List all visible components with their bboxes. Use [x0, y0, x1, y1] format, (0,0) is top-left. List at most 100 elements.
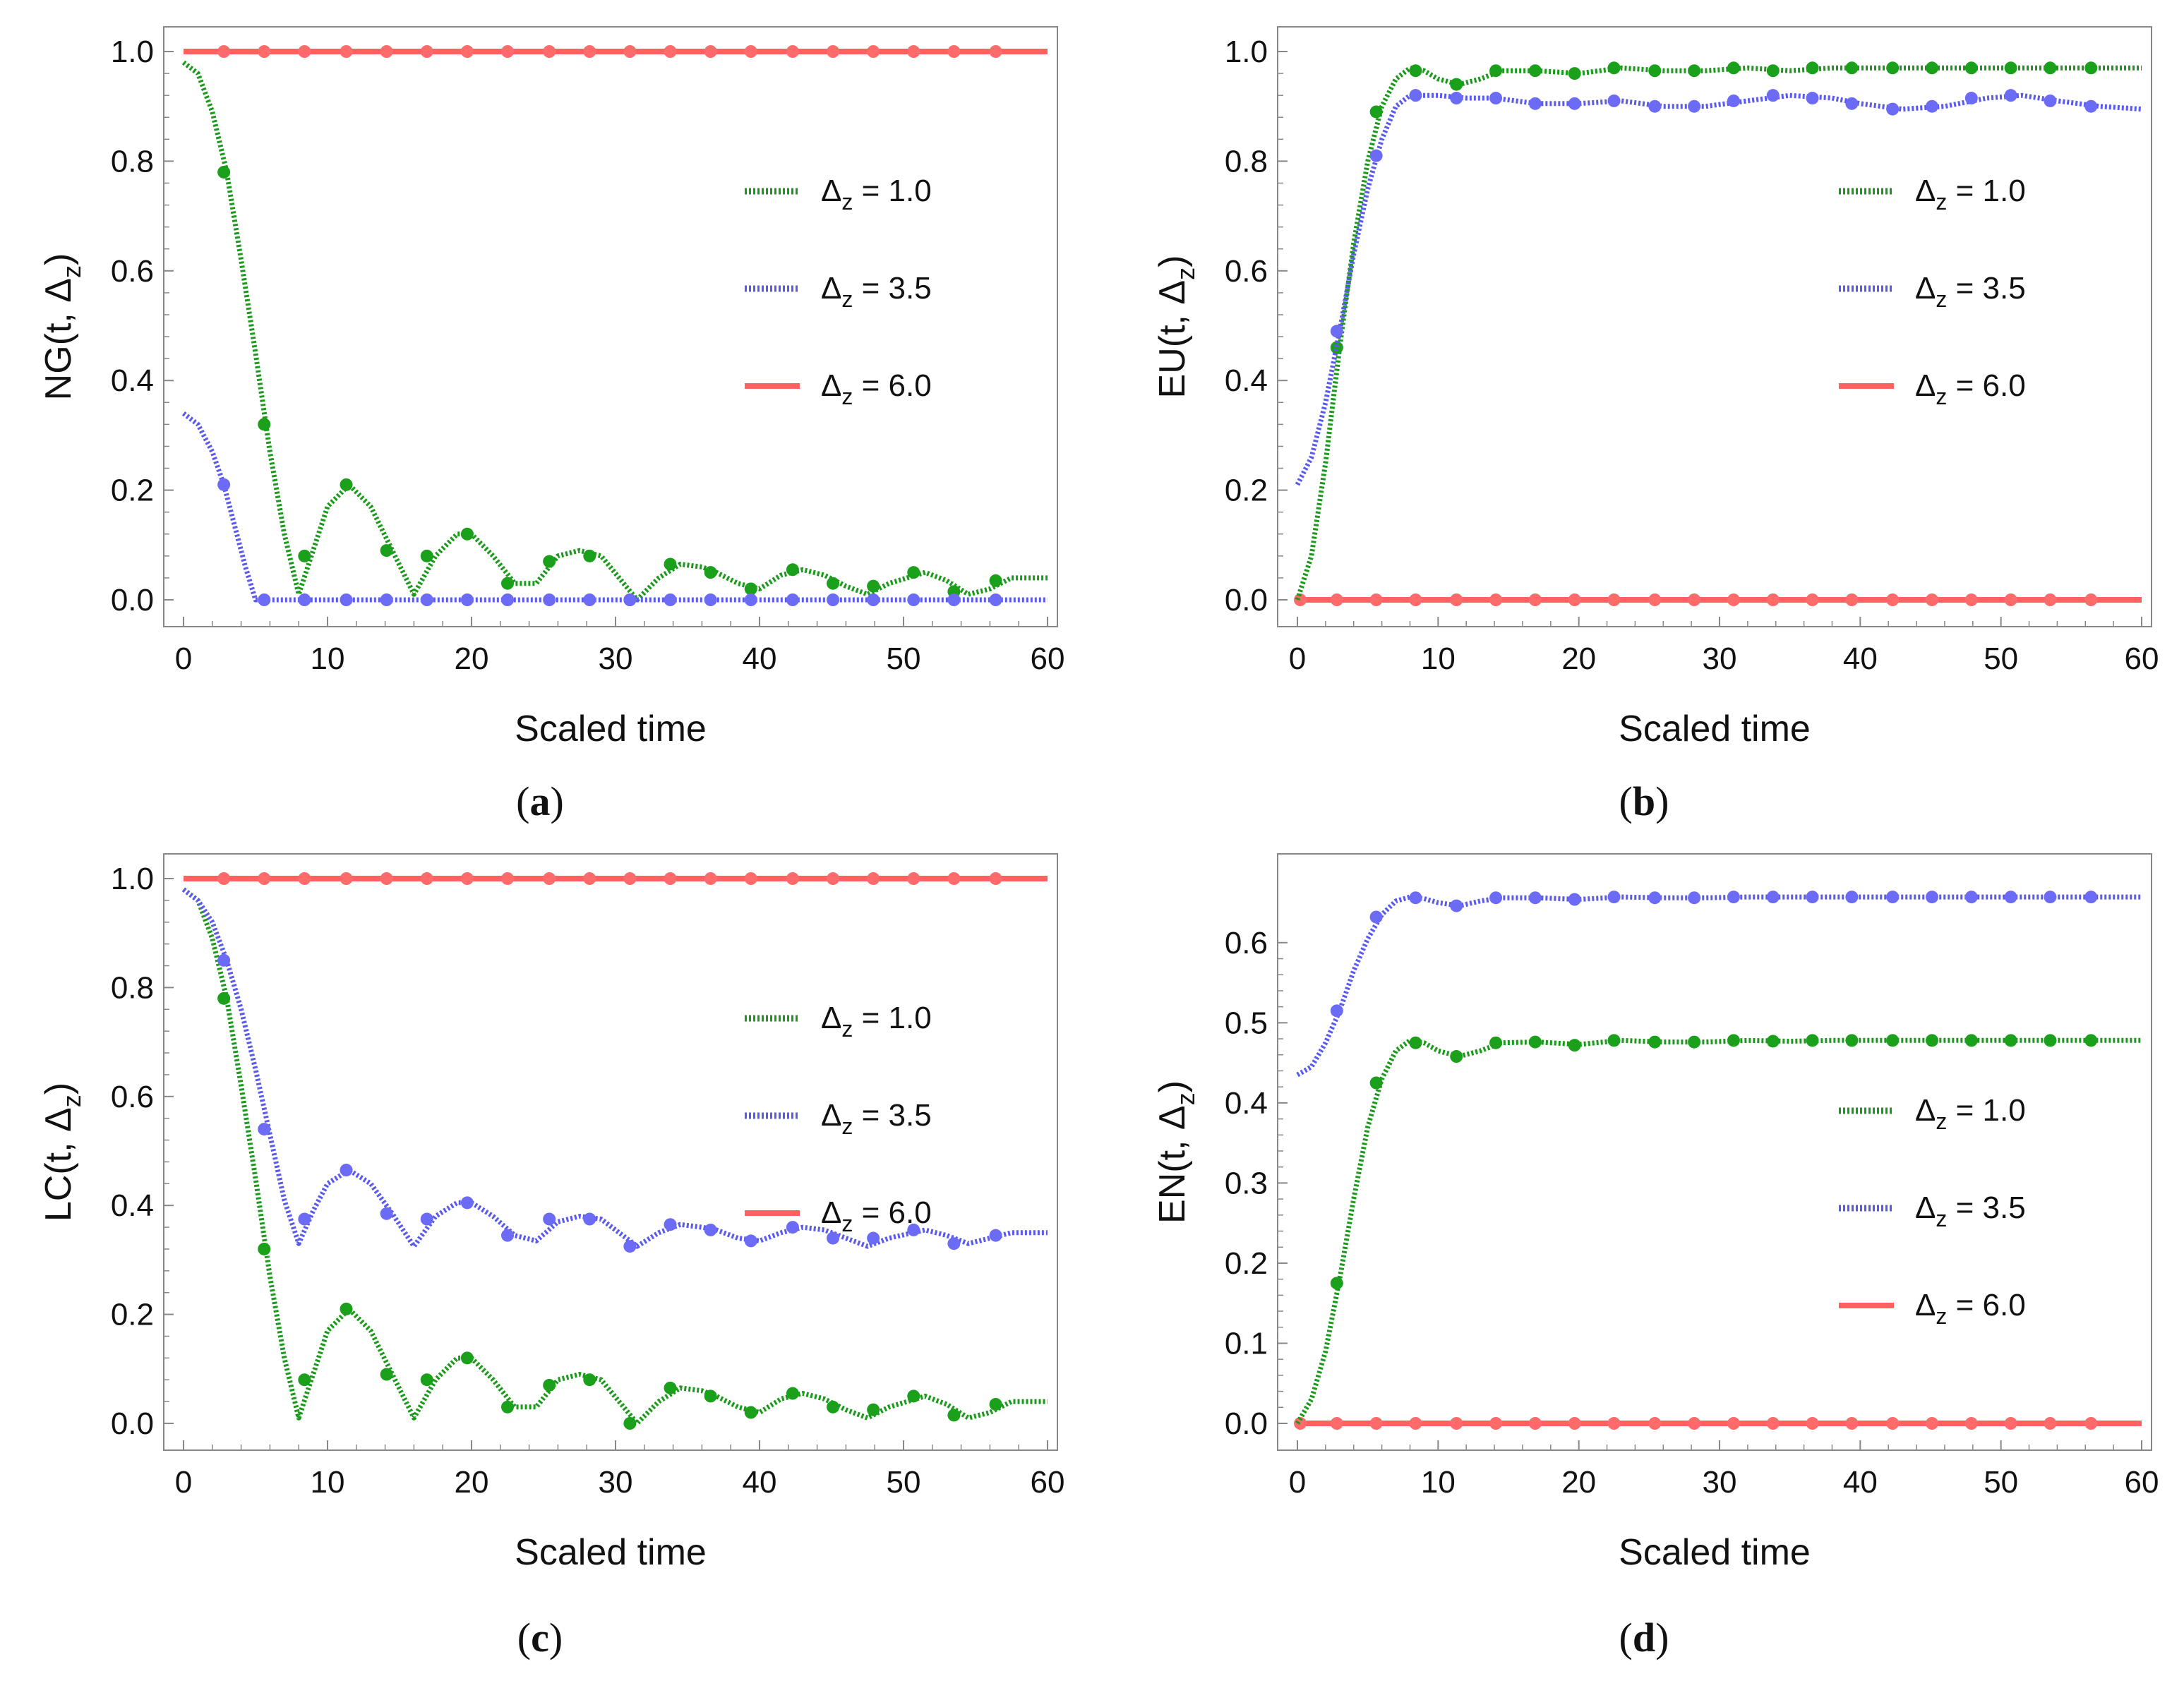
- series-marker-3: [1607, 1417, 1621, 1430]
- series-marker-3: [1886, 593, 1900, 606]
- series-marker-3: [1925, 593, 1938, 606]
- series-marker-2: [989, 1229, 1002, 1242]
- x-tick-label: 0: [1289, 1465, 1306, 1500]
- series-marker-2: [1727, 94, 1740, 107]
- series-marker-3: [1450, 593, 1463, 606]
- series-marker-1: [867, 1403, 880, 1416]
- series-marker-1: [1688, 1035, 1701, 1049]
- y-tick-label: 0.4: [1225, 363, 1268, 398]
- series-marker-3: [867, 45, 880, 58]
- series-marker-2: [1964, 92, 1978, 105]
- x-tick-label: 10: [311, 1465, 345, 1500]
- series-marker-2: [380, 593, 393, 606]
- y-tick-label: 1.0: [1225, 35, 1268, 69]
- series-marker-1: [786, 563, 799, 577]
- y-tick-label: 1.0: [111, 862, 154, 896]
- series-marker-2: [1766, 89, 1780, 102]
- y-tick-label: 0.6: [1225, 254, 1268, 289]
- series-marker-3: [1648, 593, 1662, 606]
- series-marker-1: [867, 579, 880, 593]
- series-marker-2: [1925, 891, 1938, 904]
- series-marker-1: [1727, 61, 1740, 75]
- series-marker-1: [380, 544, 393, 557]
- series-marker-1: [1568, 1039, 1581, 1052]
- series-marker-3: [2084, 593, 2098, 606]
- y-axis-label: LC(t, Δz): [38, 1083, 86, 1222]
- series-marker-1: [340, 478, 353, 491]
- x-tick-label: 60: [2125, 641, 2159, 676]
- series-marker-1: [543, 555, 556, 568]
- series-marker-1: [460, 527, 474, 541]
- series-marker-3: [420, 872, 433, 885]
- y-tick-label: 0.8: [1225, 144, 1268, 179]
- series-line-2: [1296, 894, 2142, 1078]
- y-tick-label: 0.8: [111, 144, 154, 179]
- series-marker-3: [501, 872, 514, 885]
- series-marker-3: [1845, 1417, 1859, 1430]
- series-marker-1: [258, 418, 271, 431]
- series-marker-2: [1964, 891, 1978, 904]
- chart-panel-d: 0 10 20 30 40 50 60 0.0 0.1 0.2 0.3 0.4 0.5 0.6 Scaled…: [1152, 853, 2159, 1660]
- series-marker-1: [340, 1302, 353, 1315]
- series-marker-3: [298, 872, 311, 885]
- series-marker-1: [2044, 61, 2057, 75]
- series-marker-1: [460, 1351, 474, 1365]
- series-marker-2: [1886, 891, 1900, 904]
- series-marker-2: [623, 593, 637, 606]
- series-marker-3: [1293, 593, 1307, 606]
- legend-label: Δz = 3.5: [1915, 271, 2026, 312]
- series-marker-2: [907, 1223, 920, 1236]
- series-marker-3: [1964, 593, 1978, 606]
- x-tick-label: 30: [599, 1465, 633, 1500]
- series-marker-3: [1409, 1417, 1422, 1430]
- series-marker-2: [1528, 97, 1542, 110]
- x-tick-label: 20: [455, 641, 489, 676]
- series-marker-1: [1925, 61, 1938, 75]
- series-marker-2: [1409, 89, 1422, 102]
- chart-panel-a: 0 10 20 30 40 50 60 0.0 0.2 0.4 0.6 0.8 1.0 Scaled ti…: [38, 26, 1064, 824]
- series-marker-2: [1688, 891, 1701, 905]
- plot-frame: [163, 26, 1058, 627]
- y-axis-label: EU(t, Δz): [1152, 255, 1200, 399]
- series-marker-2: [1409, 891, 1422, 905]
- series-marker-3: [704, 872, 717, 885]
- series-marker-1: [1964, 1034, 1978, 1047]
- series-marker-3: [2004, 1417, 2017, 1430]
- series-marker-3: [2044, 593, 2057, 606]
- x-tick-label: 40: [1843, 641, 1878, 676]
- series-marker-2: [380, 1207, 393, 1220]
- legend-label: Δz = 1.0: [821, 174, 932, 215]
- series-marker-2: [258, 1123, 271, 1136]
- series-marker-2: [664, 593, 677, 606]
- series-marker-1: [1409, 64, 1422, 78]
- y-tick-label: 0.1: [1225, 1326, 1268, 1361]
- series-marker-1: [664, 1381, 677, 1394]
- series-marker-2: [420, 593, 433, 606]
- series-marker-2: [1845, 891, 1859, 904]
- series-marker-3: [827, 872, 840, 885]
- series-marker-3: [340, 45, 353, 58]
- series-marker-3: [664, 45, 677, 58]
- series-marker-3: [867, 872, 880, 885]
- series-marker-3: [1688, 1417, 1701, 1430]
- x-tick-label: 50: [1984, 641, 2018, 676]
- series-marker-2: [1688, 100, 1701, 113]
- x-tick-label: 10: [1421, 641, 1456, 676]
- series-marker-2: [947, 1237, 961, 1250]
- series-marker-1: [1369, 1076, 1383, 1090]
- y-axis-label: EN(t, Δz): [1152, 1080, 1200, 1224]
- series-marker-1: [1330, 341, 1343, 354]
- series-marker-2: [704, 1223, 717, 1236]
- series-marker-3: [1925, 1417, 1938, 1430]
- series-marker-3: [623, 45, 637, 58]
- series-marker-2: [2004, 89, 2017, 102]
- x-tick-label: 40: [1843, 1465, 1878, 1500]
- series-marker-3: [2084, 1417, 2098, 1430]
- series-marker-3: [258, 45, 271, 58]
- series-marker-3: [1727, 1417, 1740, 1430]
- series-marker-2: [1648, 100, 1662, 113]
- x-axis-label: Scaled time: [1619, 709, 1811, 749]
- series-marker-2: [2004, 891, 2017, 904]
- series-marker-2: [1450, 92, 1463, 105]
- series-marker-3: [786, 45, 799, 58]
